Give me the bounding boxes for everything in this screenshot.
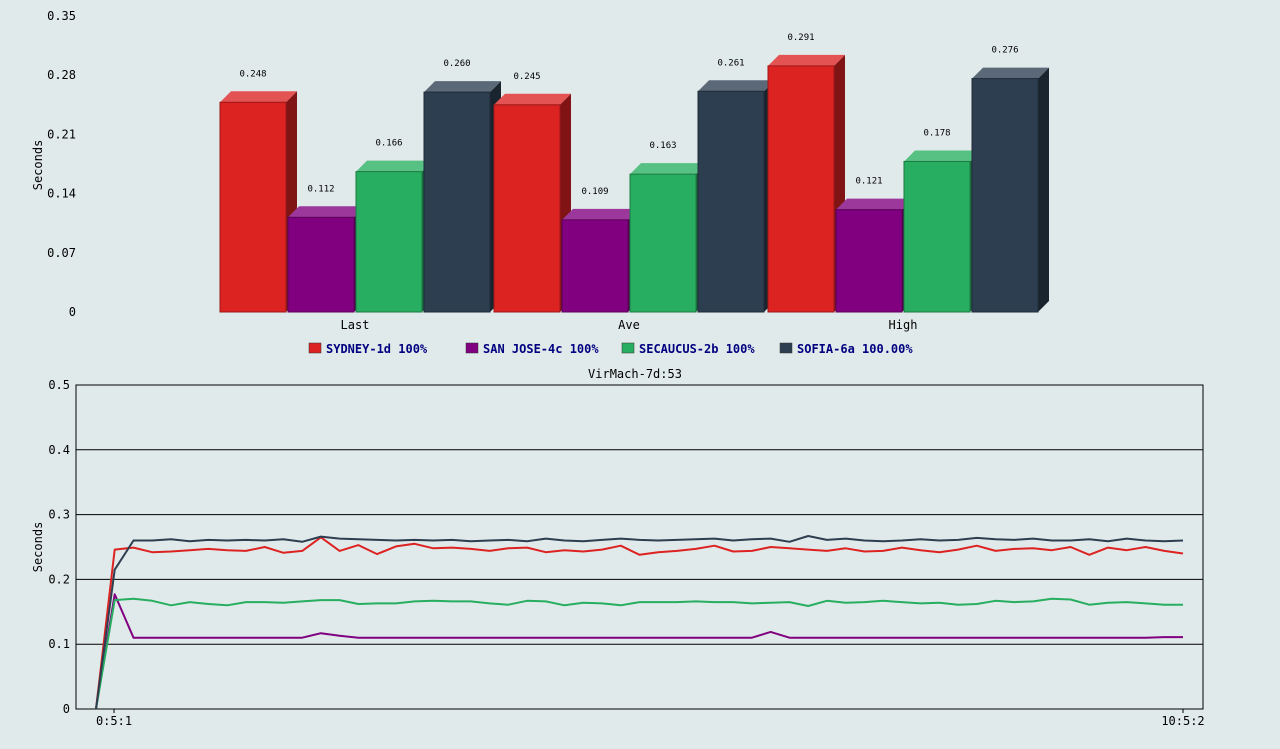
legend-swatch <box>621 342 635 354</box>
legend-item: SOFIA-6a 100.00% <box>779 342 913 356</box>
bar-front <box>835 209 903 313</box>
legend-swatch <box>779 342 793 354</box>
bar-top <box>494 93 571 105</box>
bar-y-tick-label: 0.07 <box>47 246 76 260</box>
series-line <box>95 593 1183 710</box>
line-y-tick-label: 0.5 <box>48 378 70 392</box>
bar-value-label: 0.248 <box>239 69 266 79</box>
series-line <box>95 535 1184 710</box>
legend-label: SAN JOSE-4c 100% <box>483 342 599 356</box>
bar <box>971 67 1049 313</box>
legend-item: SECAUCUS-2b 100% <box>621 342 755 356</box>
bar <box>493 93 571 313</box>
legend: SYDNEY-1d 100% SAN JOSE-4c 100% SECAUCUS-2… <box>308 342 913 356</box>
plot-area <box>75 384 1204 710</box>
bar-top <box>972 67 1049 79</box>
bar-front <box>767 65 835 313</box>
bar-front <box>493 104 561 313</box>
bar-y-tick-label: 0.21 <box>47 127 76 141</box>
bar <box>767 54 845 313</box>
bar-value-label: 0.261 <box>717 58 744 68</box>
bar-front <box>561 219 629 313</box>
series-line <box>95 597 1183 710</box>
bar-category-label: Last <box>341 318 370 332</box>
line-y-axis-label: Seconds <box>31 522 45 573</box>
bar-top <box>424 81 501 93</box>
bar-value-label: 0.178 <box>923 128 950 138</box>
bar-y-tick-label: 0.35 <box>47 9 76 23</box>
legend-swatch <box>308 342 322 354</box>
bar-value-label: 0.260 <box>443 59 470 69</box>
bar-value-label: 0.166 <box>375 139 402 149</box>
bar-front <box>697 90 765 313</box>
bar-front <box>423 91 491 313</box>
legend-swatch <box>465 342 479 354</box>
bar <box>629 163 707 313</box>
line-y-tick-label: 0.2 <box>48 572 70 586</box>
series-line <box>95 536 1184 710</box>
bar-top <box>904 150 981 162</box>
bar-value-label: 0.245 <box>513 72 540 82</box>
bar-front <box>219 101 287 313</box>
bar-top <box>698 80 775 92</box>
line-chart-title: VirMach-7d:53 <box>588 367 682 381</box>
bar-top <box>562 208 639 220</box>
bar-y-tick-label: 0.28 <box>47 68 76 82</box>
legend-label: SOFIA-6a 100.00% <box>797 342 913 356</box>
bar-top <box>836 198 913 210</box>
bar-y-tick-label: 0 <box>69 305 76 319</box>
bar-category-label: Ave <box>618 318 640 332</box>
legend-label: SYDNEY-1d 100% <box>326 342 428 356</box>
bar <box>287 206 365 313</box>
bar-front <box>971 78 1039 313</box>
line-x-tick-label: 0:5:1 <box>96 714 132 728</box>
bar-y-axis-label: Seconds <box>31 140 45 191</box>
bar <box>561 208 639 313</box>
bar-category-label: High <box>889 318 918 332</box>
line-x-tick-label: 10:5:2 <box>1161 714 1204 728</box>
bar-value-label: 0.291 <box>787 33 814 43</box>
bar <box>423 81 501 313</box>
bar-front <box>355 171 423 313</box>
legend-item: SYDNEY-1d 100% <box>308 342 428 356</box>
line-y-tick-label: 0.3 <box>48 508 70 522</box>
bar <box>355 160 433 313</box>
bar-top <box>630 163 707 175</box>
bar <box>903 150 981 313</box>
line-y-tick-label: 0.1 <box>48 637 70 651</box>
bar-value-label: 0.109 <box>581 187 608 197</box>
line-y-tick-label: 0.4 <box>48 443 70 457</box>
bar-value-label: 0.121 <box>855 177 882 187</box>
bar-front <box>629 173 697 313</box>
bar-value-label: 0.276 <box>991 46 1018 56</box>
bar <box>219 91 297 313</box>
bar-value-label: 0.112 <box>307 184 334 194</box>
bar <box>835 198 913 313</box>
bar-top <box>288 206 365 218</box>
bar <box>697 80 775 313</box>
legend-label: SECAUCUS-2b 100% <box>639 342 755 356</box>
bar-y-tick-label: 0.14 <box>47 187 76 201</box>
bar-top <box>356 160 433 172</box>
bar-value-label: 0.163 <box>649 141 676 151</box>
bar-front <box>287 216 355 313</box>
bar-top <box>768 54 845 66</box>
bar-chart: 0 0.07 0.14 0.21 0.28 0.35 Seconds 0.248 0.112 0.… <box>31 9 1049 356</box>
bar-side <box>1038 67 1049 312</box>
line-y-tick-label: 0 <box>63 702 70 716</box>
legend-item: SAN JOSE-4c 100% <box>465 342 599 356</box>
bar-front <box>903 160 971 313</box>
bar-top <box>220 91 297 103</box>
line-chart: VirMach-7d:53 0 0.1 0.2 0.3 0.4 0.5 Seconds 0:5:… <box>31 367 1205 728</box>
